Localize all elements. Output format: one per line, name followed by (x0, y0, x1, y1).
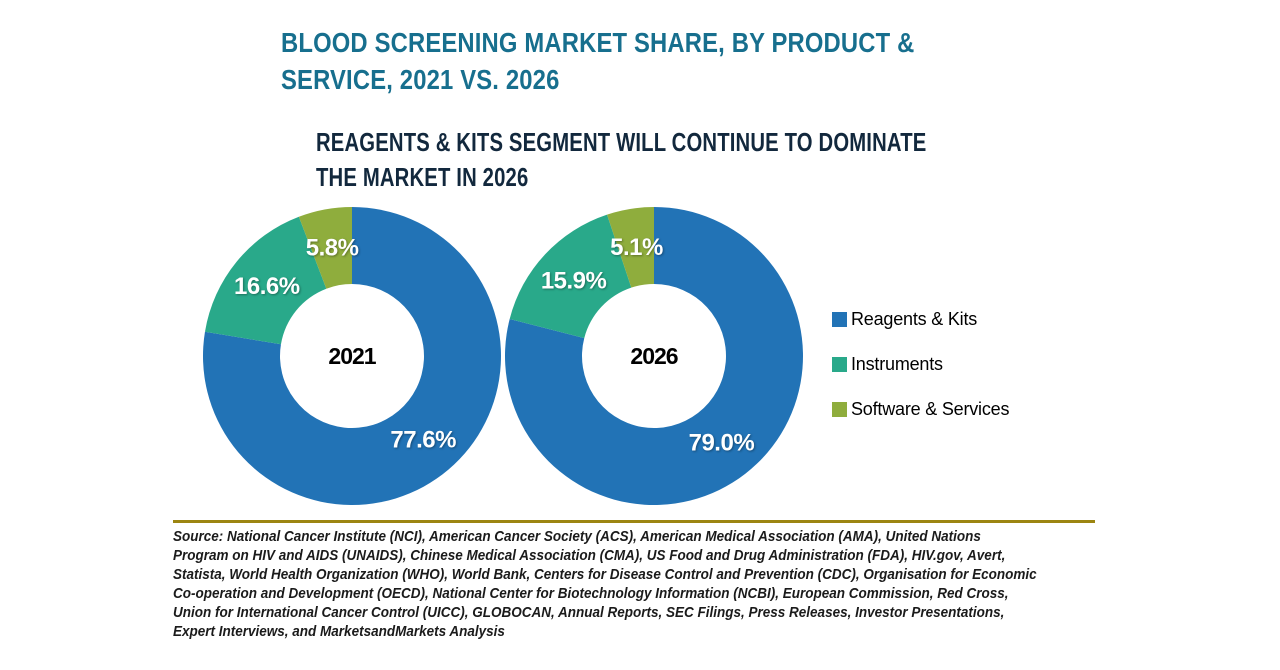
donut-slice-reagents-kits (202, 207, 501, 505)
legend-swatch-instruments (832, 357, 847, 372)
chart-subtitle: REAGENTS & KITS SEGMENT WILL CONTINUE TO… (316, 125, 1099, 195)
donut-chart-2026: 79.0% 15.9% 5.1% 2026 (499, 201, 809, 511)
source-line: Union for International Cancer Control (… (173, 604, 1005, 621)
donut-svg-2026: 79.0% 15.9%5.1% 2026 (505, 207, 804, 505)
legend-swatch-reagents-kits (832, 312, 847, 327)
donut-chart-2021: 77.6% 16.6% 5.8% 2021 (197, 201, 507, 511)
legend-item-software-services: Software & Services (832, 387, 1009, 432)
slice-value-label: 15.9% (541, 268, 607, 295)
slice-value-label: 16.6% (234, 273, 300, 300)
slice-value-label: 5.1% (610, 234, 663, 261)
donut-slice-software-services (298, 207, 352, 289)
chart-legend: Reagents & Kits Instruments Software & S… (832, 297, 1009, 432)
page-title-line-1: BLOOD SCREENING MARKET SHARE, BY PRODUCT… (281, 27, 915, 58)
page-title-line-2: SERVICE, 2021 VS. 2026 (281, 64, 560, 95)
slice-value-label: 5.8% (306, 234, 359, 261)
slice-value-label: 79.0% (689, 429, 755, 456)
legend-swatch-software-services (832, 402, 847, 417)
donut-svg-2021: 77.6% 16.6%5.8% 2021 (202, 207, 501, 505)
legend-label: Reagents & Kits (851, 309, 978, 329)
donut-slice-instruments (204, 216, 327, 345)
donut-slice-software-services (607, 207, 654, 288)
legend-item-instruments: Instruments (832, 342, 1009, 387)
legend-label: Software & Services (851, 399, 1010, 419)
chart-subtitle-line-1: REAGENTS & KITS SEGMENT WILL CONTINUE TO… (316, 127, 927, 157)
chart-subtitle-line-2: THE MARKET IN 2026 (316, 162, 529, 192)
legend-label: Instruments (851, 354, 943, 374)
donut-center-year-label: 2021 (328, 343, 376, 369)
source-line: Co-operation and Development (OECD), Nat… (173, 585, 1009, 602)
source-note: Source: National Cancer Institute (NCI),… (173, 527, 1127, 641)
donut-center-year-label: 2026 (630, 343, 677, 369)
source-line: Expert Interviews, and MarketsandMarkets… (173, 623, 505, 640)
slice-value-label: 77.6% (390, 426, 456, 453)
page-title: BLOOD SCREENING MARKET SHARE, BY PRODUCT… (281, 24, 1026, 98)
footer-divider (173, 520, 1095, 523)
donut-slice-reagents-kits (505, 207, 804, 505)
source-line: Source: National Cancer Institute (NCI),… (173, 528, 981, 545)
donut-slice-instruments (509, 214, 632, 339)
legend-item-reagents-kits: Reagents & Kits (832, 297, 1009, 342)
source-line: Program on HIV and AIDS (UNAIDS), Chines… (173, 547, 1006, 564)
source-line: Statista, World Health Organization (WHO… (173, 566, 1037, 583)
